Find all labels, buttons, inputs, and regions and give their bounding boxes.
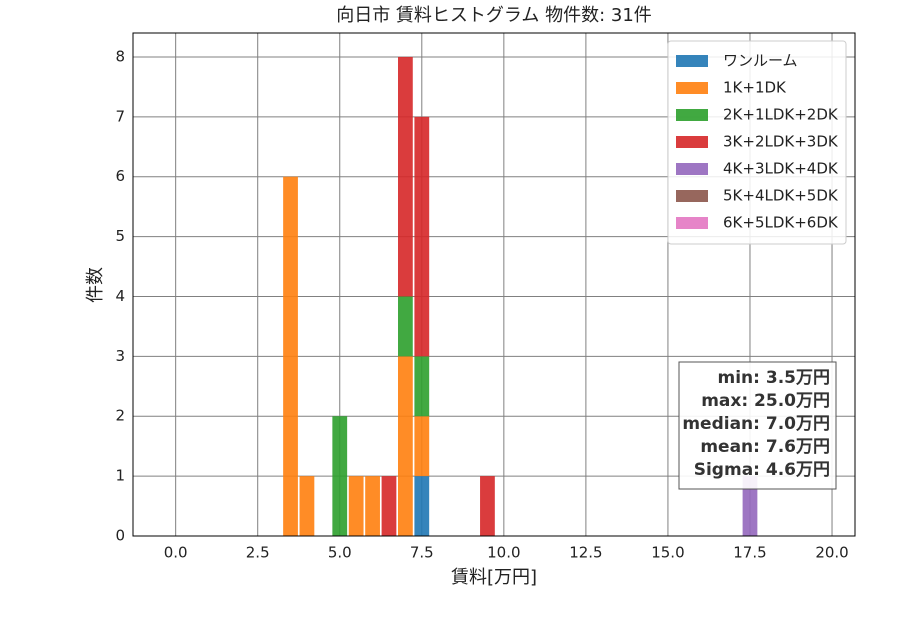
x-tick-label: 7.5	[410, 544, 434, 562]
y-tick-label: 3	[115, 347, 125, 365]
x-tick-label: 0.0	[164, 544, 188, 562]
bar	[332, 416, 348, 536]
legend-swatch	[676, 55, 708, 67]
bar	[365, 476, 380, 536]
y-tick-label: 7	[115, 107, 125, 125]
x-axis-label: 賃料[万円]	[451, 567, 537, 588]
bar	[398, 296, 413, 357]
legend-swatch	[676, 82, 708, 94]
legend-label: 2K+1LDK+2DK	[723, 106, 839, 124]
bar	[742, 476, 758, 536]
legend-swatch	[676, 163, 708, 175]
y-axis-label: 件数	[85, 267, 106, 303]
legend-box	[667, 40, 847, 245]
y-tick-label: 8	[115, 47, 125, 65]
plot-frame	[132, 32, 856, 537]
legend-swatch	[676, 217, 708, 229]
legend-swatch	[676, 136, 708, 148]
legend-label: 1K+1DK	[723, 79, 787, 97]
stats-line: max: 25.0万円	[701, 391, 830, 411]
bar	[414, 116, 430, 357]
legend-label: ワンルーム	[723, 52, 798, 70]
legend-swatch	[676, 190, 708, 202]
x-tick-label: 17.5	[733, 544, 766, 562]
bar	[414, 416, 430, 477]
bar	[381, 476, 397, 536]
bar	[414, 356, 430, 417]
stats-line: min: 3.5万円	[718, 368, 830, 388]
legend-label: 5K+4LDK+5DK	[723, 187, 839, 205]
stats-line: median: 7.0万円	[682, 414, 830, 434]
chart-title: 向日市 賃料ヒストグラム 物件数: 31件	[336, 5, 652, 26]
x-tick-label: 2.5	[246, 544, 270, 562]
legend-swatch	[676, 109, 708, 121]
bar	[480, 476, 495, 536]
legend-label: 6K+5LDK+6DK	[723, 214, 839, 232]
y-tick-label: 6	[115, 167, 125, 185]
y-tick-label: 5	[115, 227, 125, 245]
x-tick-label: 5.0	[328, 544, 352, 562]
y-tick-label: 2	[115, 407, 125, 425]
y-tick-label: 0	[115, 527, 125, 545]
y-tick-label: 1	[115, 467, 125, 485]
legend-label: 3K+2LDK+3DK	[723, 133, 839, 151]
bar	[283, 176, 298, 536]
bar	[398, 56, 413, 297]
bar	[398, 356, 413, 536]
stats-line: Sigma: 4.6万円	[694, 460, 830, 480]
stats-box	[678, 361, 837, 490]
x-tick-label: 10.0	[487, 544, 520, 562]
bar	[414, 476, 430, 536]
bar	[299, 476, 315, 536]
y-tick-label: 4	[115, 287, 125, 305]
x-tick-label: 20.0	[815, 544, 848, 562]
x-tick-label: 15.0	[651, 544, 684, 562]
stats-line: mean: 7.6万円	[700, 437, 830, 457]
bar	[348, 476, 364, 536]
x-tick-label: 12.5	[569, 544, 602, 562]
legend-label: 4K+3LDK+4DK	[723, 160, 839, 178]
